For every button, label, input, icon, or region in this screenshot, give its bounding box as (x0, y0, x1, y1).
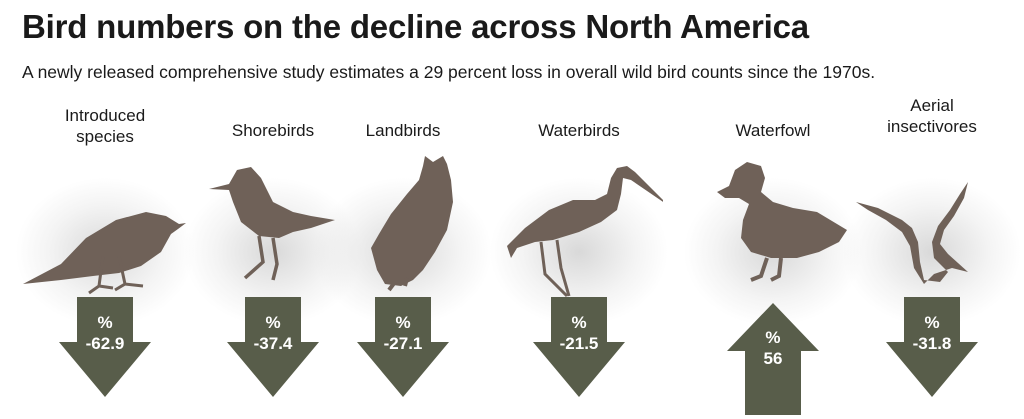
starling-silhouette-icon (23, 212, 186, 295)
change-value-box: % -27.1 (384, 312, 423, 354)
change-arrow (227, 297, 319, 397)
percent-sign: % (265, 313, 281, 332)
change-value-box: % -21.5 (560, 312, 599, 354)
swallow-silhouette-icon (856, 182, 968, 284)
sandpiper-silhouette-icon (209, 167, 335, 281)
change-value-box: % 56 (764, 327, 783, 369)
change-value: -62.9 (85, 334, 125, 353)
group-waterbirds: Waterbirds % -21.5 (489, 95, 669, 419)
change-value: -31.8 (912, 334, 952, 353)
group-waterfowl: Waterfowl % 56 (683, 95, 863, 419)
group-label: Aerial insectivores (887, 96, 977, 136)
group-label: Landbirds (365, 121, 441, 140)
percent-sign: % (765, 328, 781, 347)
percent-sign: % (571, 313, 587, 332)
page-title: Bird numbers on the decline across North… (22, 8, 809, 45)
change-value-box: % -62.9 (86, 312, 125, 354)
change-arrow (886, 297, 978, 397)
change-arrow (533, 297, 625, 397)
group-aerial-insectivores: Aerial insectivores % -31.8 (842, 95, 1022, 419)
percent-sign: % (97, 313, 113, 332)
group-label: Waterbirds (538, 121, 620, 140)
page-subtitle: A newly released comprehensive study est… (22, 62, 876, 82)
change-arrow (59, 297, 151, 397)
group-shorebirds: Shorebirds % -37.4 (183, 95, 363, 419)
duck-silhouette-icon (717, 162, 847, 282)
group-introduced-species: Introduced species % -62.9 (15, 95, 195, 419)
heron-silhouette-icon (507, 166, 663, 298)
change-value: -27.1 (383, 334, 423, 353)
change-value: -37.4 (253, 334, 293, 353)
change-arrow (357, 297, 449, 397)
change-value-box: % -37.4 (254, 312, 293, 354)
change-value: 56 (763, 349, 783, 368)
change-value: -21.5 (559, 334, 599, 353)
group-label: Waterfowl (735, 121, 811, 140)
group-landbirds: Landbirds % -27.1 (313, 95, 493, 419)
change-value-box: % -31.8 (913, 312, 952, 354)
percent-sign: % (924, 313, 940, 332)
percent-sign: % (395, 313, 411, 332)
group-label: Introduced species (64, 106, 146, 146)
change-arrow (727, 303, 819, 415)
owl-silhouette-icon (371, 156, 453, 292)
group-label: Shorebirds (231, 121, 315, 140)
